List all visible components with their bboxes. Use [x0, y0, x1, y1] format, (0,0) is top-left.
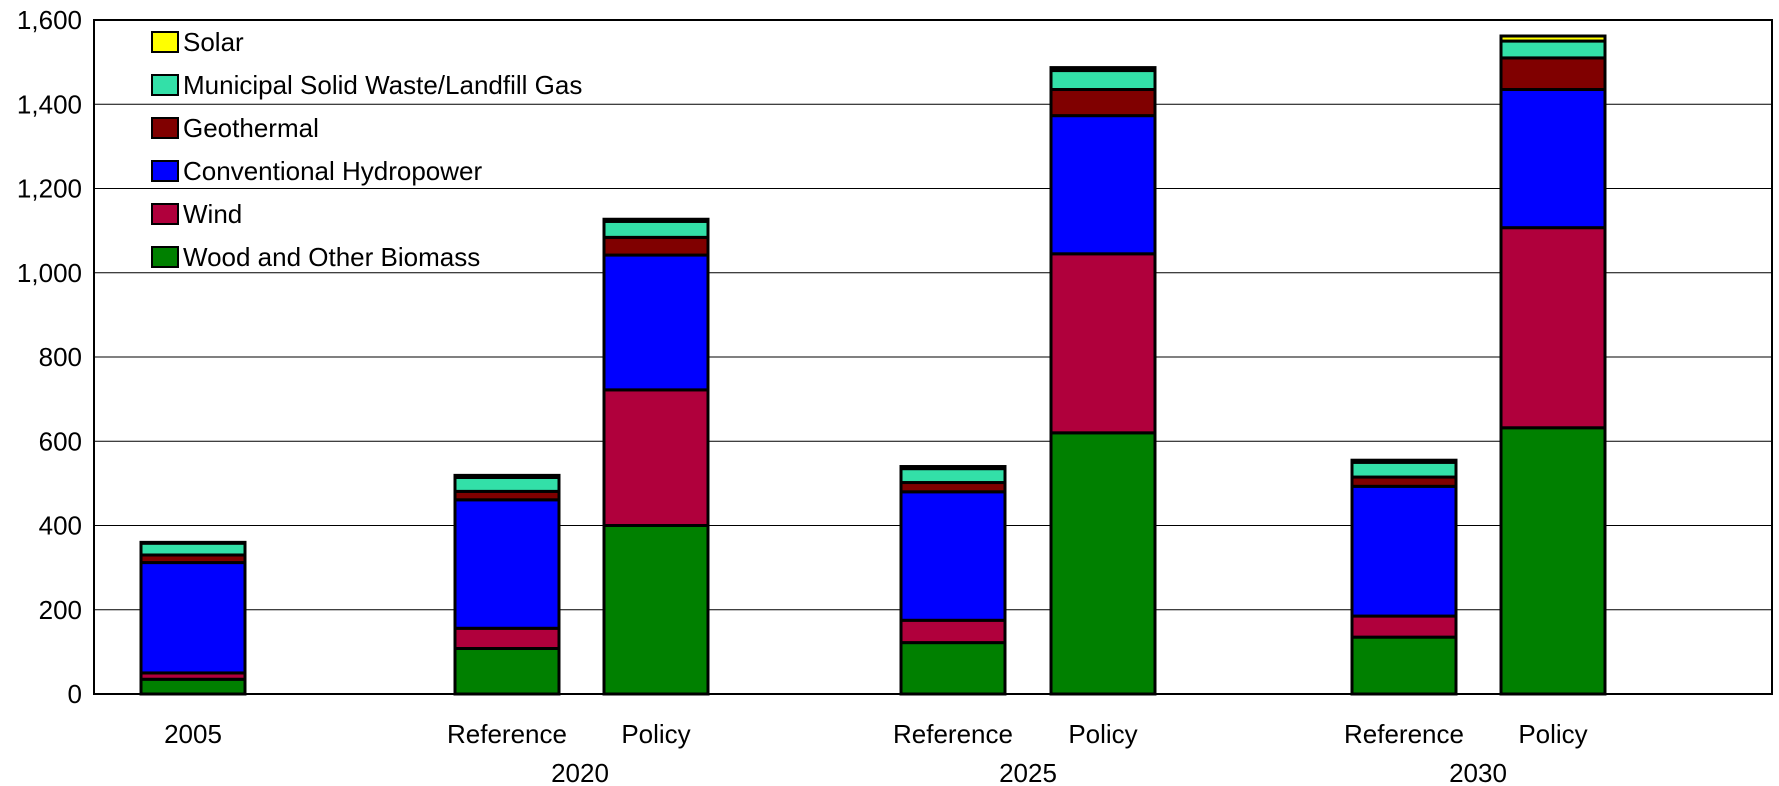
- bar-segment-solar: [602, 217, 710, 223]
- bar-segment-municipal-solid-waste-landfill-gas: [453, 475, 561, 493]
- y-tick-label: 1,400: [17, 89, 82, 119]
- bar-segment-conventional-hydropower: [602, 253, 710, 392]
- y-tick-label: 600: [39, 426, 82, 456]
- legend-label: Wind: [183, 199, 242, 229]
- x-category-label: Reference: [447, 719, 567, 749]
- bar-segment-solar: [139, 540, 247, 545]
- x-category-label: Policy: [1068, 719, 1137, 749]
- bar-segment-solar: [1350, 458, 1458, 464]
- legend-label: Municipal Solid Waste/Landfill Gas: [183, 70, 582, 100]
- legend-item-geothermal: Geothermal: [151, 113, 319, 143]
- x-axis-category-labels: 2005 Reference Policy Reference Policy Refere…: [164, 719, 1588, 749]
- bar-segment-conventional-hydropower: [899, 490, 1007, 622]
- bar-segment-municipal-solid-waste-landfill-gas: [1350, 460, 1458, 479]
- bar-segment-wood-and-other-biomass: [1350, 635, 1458, 696]
- x-category-label: 2005: [164, 719, 222, 749]
- bar-segment-municipal-solid-waste-landfill-gas: [602, 219, 710, 239]
- bar-segment-geothermal: [1499, 56, 1607, 92]
- x-axis-group-labels: 2020 2025 2030: [551, 758, 1507, 786]
- plot-frame: [93, 19, 1773, 695]
- bar-segment-wind: [1350, 614, 1458, 639]
- bar-segment-municipal-solid-waste-landfill-gas: [1499, 39, 1607, 60]
- legend: Solar Municipal Solid Waste/Landfill Gas G…: [151, 27, 582, 272]
- y-tick-label: 800: [39, 342, 82, 372]
- legend-item-solar: Solar: [151, 27, 244, 57]
- y-tick-label: 1,200: [17, 174, 82, 204]
- bar-segment-geothermal: [1049, 88, 1157, 118]
- bar-segment-wood-and-other-biomass: [899, 641, 1007, 696]
- y-axis-tick-labels: 0 200 400 600 800 1,000 1,200 1,400 1,600: [17, 5, 82, 709]
- bar-segment-wood-and-other-biomass: [1049, 431, 1157, 696]
- bar-segment-solar: [1049, 66, 1157, 73]
- legend-label: Wood and Other Biomass: [183, 242, 480, 272]
- bar-segment-wind: [453, 626, 561, 651]
- x-category-label: Reference: [1344, 719, 1464, 749]
- legend-item-wind: Wind: [151, 199, 242, 229]
- bar-segment-wind: [1049, 252, 1157, 435]
- legend-swatch: [151, 160, 179, 182]
- x-group-label: 2030: [1449, 758, 1507, 786]
- legend-swatch: [151, 246, 179, 268]
- x-category-label: Reference: [893, 719, 1013, 749]
- legend-label: Geothermal: [183, 113, 319, 143]
- gridlines: [94, 103, 1772, 611]
- bar-segment-solar: [1499, 34, 1607, 43]
- x-category-label: Policy: [621, 719, 690, 749]
- bar-segment-geothermal: [602, 235, 710, 257]
- legend-label: Solar: [183, 27, 244, 57]
- y-tick-label: 400: [39, 511, 82, 541]
- bar-segment-conventional-hydropower: [1499, 88, 1607, 230]
- bars: [139, 34, 1607, 696]
- bar-segment-wood-and-other-biomass: [602, 524, 710, 696]
- bar-segment-conventional-hydropower: [453, 498, 561, 630]
- legend-swatch: [151, 74, 179, 96]
- legend-swatch: [151, 31, 179, 53]
- y-tick-label: 1,000: [17, 258, 82, 288]
- y-tick-label: 200: [39, 595, 82, 625]
- bar-segment-solar: [899, 465, 1007, 471]
- legend-item-wood-and-other-biomass: Wood and Other Biomass: [151, 242, 480, 272]
- x-category-label: Policy: [1518, 719, 1587, 749]
- x-group-label: 2020: [551, 758, 609, 786]
- legend-item-conventional-hydropower: Conventional Hydropower: [151, 156, 483, 186]
- bar-segment-wood-and-other-biomass: [139, 677, 247, 696]
- bar-segment-wood-and-other-biomass: [453, 647, 561, 696]
- bar-segment-municipal-solid-waste-landfill-gas: [139, 541, 247, 557]
- y-tick-label: 1,600: [17, 5, 82, 35]
- bar-segment-wind: [899, 618, 1007, 645]
- legend-item-municipal-solid-waste-landfill-gas: Municipal Solid Waste/Landfill Gas: [151, 70, 582, 100]
- legend-swatch: [151, 117, 179, 139]
- x-group-label: 2025: [999, 758, 1057, 786]
- bar-segment-conventional-hydropower: [1350, 484, 1458, 618]
- bar-segment-wind: [1499, 226, 1607, 430]
- legend-swatch: [151, 203, 179, 225]
- bar-segment-wind: [602, 388, 710, 528]
- bar-segment-municipal-solid-waste-landfill-gas: [899, 467, 1007, 485]
- legend-label: Conventional Hydropower: [183, 156, 483, 186]
- bar-segment-conventional-hydropower: [1049, 114, 1157, 256]
- bar-segment-wood-and-other-biomass: [1499, 426, 1607, 696]
- bar-segment-municipal-solid-waste-landfill-gas: [1049, 69, 1157, 92]
- bar-segment-solar: [453, 473, 561, 479]
- y-tick-label: 0: [68, 679, 82, 709]
- bar-segment-conventional-hydropower: [139, 561, 247, 675]
